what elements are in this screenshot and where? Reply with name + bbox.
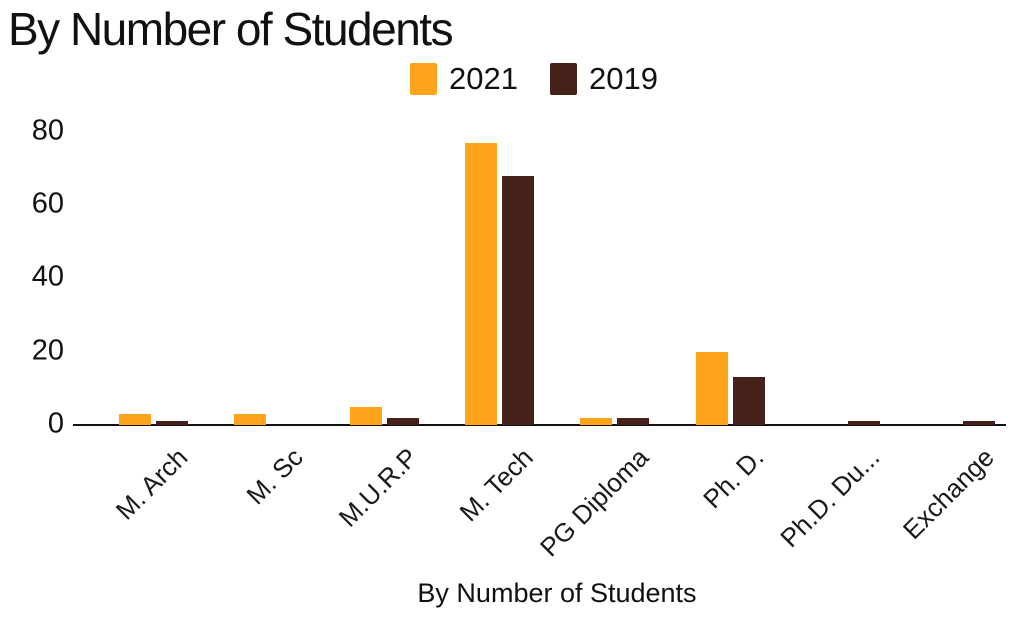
- y-tick-label-20: 20: [31, 334, 64, 367]
- x-tick-label-m-tech: M. Tech: [453, 442, 540, 528]
- x-axis-line: [73, 424, 1006, 426]
- legend-item-2021[interactable]: 2021: [410, 62, 518, 95]
- x-axis-title: By Number of Students: [417, 578, 697, 608]
- legend: 2021 2019: [410, 62, 658, 95]
- y-tick-label-40: 40: [31, 260, 64, 293]
- bar-2019-m-tech: [501, 176, 534, 425]
- bar-2021-m-arch: [119, 414, 151, 425]
- bar-2019-m-u-r-p: [386, 418, 419, 425]
- bar-2021-m-sc: [234, 414, 267, 425]
- legend-label: 2019: [588, 61, 658, 96]
- bar-2021-m-tech: [464, 143, 497, 425]
- bar-2019-ph-d-du: [847, 421, 880, 425]
- legend-label: 2021: [449, 61, 518, 96]
- x-tick-label-m-u-r-p: M.U.R.P: [333, 442, 424, 533]
- chart-title: By Number of Students: [8, 3, 454, 55]
- x-tick-label-ph-d: Ph. D.: [697, 442, 770, 515]
- bar-2019-exchange: [963, 421, 996, 425]
- legend-swatch-icon: [410, 62, 437, 95]
- bar-2019-m-arch: [156, 421, 188, 425]
- bar-2019-pg-diploma: [617, 418, 650, 425]
- y-tick-label-60: 60: [31, 187, 64, 220]
- x-tick-label-exchange: Exchange: [897, 442, 1001, 545]
- x-tick-label-m-sc: M. Sc: [240, 442, 309, 511]
- x-tick-label-m-arch: M. Arch: [109, 442, 194, 526]
- bar-2019-ph-d: [732, 377, 765, 425]
- x-tick-label-pg-diploma: PG Diploma: [534, 442, 655, 563]
- y-tick-label-80: 80: [31, 114, 64, 147]
- x-tick-label-ph-d-du: Ph.D. Du...: [773, 442, 886, 554]
- y-tick-label-0: 0: [47, 407, 64, 440]
- legend-swatch-icon: [549, 62, 577, 95]
- legend-item-2019[interactable]: 2019: [549, 61, 658, 96]
- bar-2021-m-u-r-p: [349, 407, 382, 425]
- bar-2021-ph-d: [695, 352, 728, 425]
- bar-2021-pg-diploma: [580, 418, 613, 425]
